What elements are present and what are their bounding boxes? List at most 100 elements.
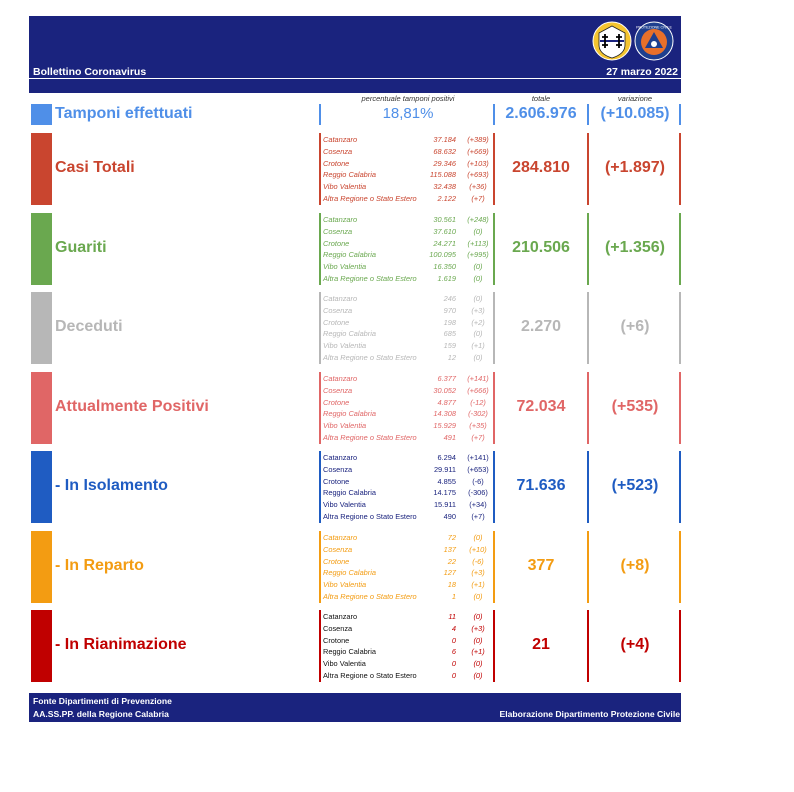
- footer-source-line2: AA.SS.PP. della Regione Calabria: [33, 709, 169, 719]
- province-name: Crotone: [323, 476, 350, 486]
- province-name: Catanzaro: [323, 453, 358, 462]
- province-name: Altra Regione o Stato Estero: [323, 512, 417, 521]
- province-delta: (0): [473, 659, 483, 669]
- province-name: Catanzaro: [323, 533, 358, 542]
- province-value: 491: [443, 433, 456, 442]
- header-separator: [29, 79, 681, 93]
- province-name: Reggio Calabria: [323, 170, 376, 180]
- tamponi-change: (+10.085): [600, 105, 670, 122]
- province-delta: (+141): [467, 453, 489, 462]
- province-name: Catanzaro: [323, 294, 358, 303]
- section-color-bar: [31, 451, 52, 523]
- section-divider: [493, 213, 495, 285]
- province-value: 1: [451, 592, 456, 601]
- section-divider: [587, 133, 589, 205]
- section-divider: [587, 610, 589, 682]
- province-value: 6.294: [437, 453, 457, 462]
- province-name: Catanzaro: [323, 215, 358, 224]
- province-value: 4.877: [437, 397, 457, 407]
- province-delta: (+7): [471, 433, 485, 442]
- bulletin-title: Bollettino Coronavirus: [33, 66, 147, 78]
- province-value: 14.175: [433, 488, 456, 498]
- province-value: 0: [451, 659, 456, 669]
- province-name: Cosenza: [323, 385, 353, 395]
- logo2-text: PROTEZIONE CIVILE: [636, 26, 672, 30]
- province-value: 685: [443, 329, 456, 339]
- footer-banner: [29, 693, 681, 722]
- province-delta: (-12): [470, 397, 486, 407]
- province-value: 115.088: [429, 170, 456, 180]
- province-name: Vibo Valentia: [323, 500, 366, 510]
- section-total: 210.506: [512, 239, 570, 256]
- section-divider: [319, 372, 321, 444]
- province-delta: (0): [473, 592, 483, 601]
- province-value: 15.929: [433, 421, 456, 431]
- province-name: Vibo Valentia: [323, 659, 366, 669]
- section-divider: [493, 133, 495, 205]
- province-delta: (+36): [469, 182, 487, 192]
- province-delta: (+2): [471, 317, 485, 327]
- province-delta: (+248): [467, 215, 489, 224]
- province-value: 11: [448, 612, 456, 621]
- section-total: 377: [527, 557, 555, 574]
- province-delta: (0): [473, 274, 483, 283]
- header-banner: [29, 16, 681, 78]
- province-delta: (0): [473, 612, 483, 621]
- province-value: 24.271: [433, 238, 456, 248]
- province-value: 12: [447, 353, 456, 362]
- province-name: Cosenza: [323, 544, 353, 554]
- tamponi-divider: [493, 104, 495, 125]
- section-label: - In Rianimazione: [55, 636, 187, 653]
- province-delta: (-302): [468, 409, 488, 419]
- province-value: 246: [443, 294, 456, 303]
- province-name: Reggio Calabria: [323, 488, 376, 498]
- province-value: 127: [443, 568, 456, 578]
- section-change: (+535): [611, 398, 659, 415]
- province-name: Altra Regione o Stato Estero: [323, 274, 417, 283]
- province-value: 6: [451, 647, 456, 657]
- section-divider: [587, 531, 589, 603]
- section-divider: [587, 213, 589, 285]
- province-delta: (+35): [469, 421, 487, 431]
- section-divider: [319, 610, 321, 682]
- section-color-bar: [31, 213, 52, 285]
- province-delta: (0): [473, 353, 483, 362]
- province-delta: (+1): [471, 341, 485, 351]
- bulletin-date: 27 marzo 2022: [606, 66, 678, 78]
- section-divider: [319, 133, 321, 205]
- section-label: - In Isolamento: [55, 477, 168, 494]
- province-name: Catanzaro: [323, 612, 358, 621]
- province-name: Reggio Calabria: [323, 568, 376, 578]
- province-value: 490: [443, 512, 456, 521]
- province-name: Crotone: [323, 238, 350, 248]
- province-value: 15.911: [433, 500, 456, 510]
- section-color-bar: [31, 531, 52, 603]
- province-value: 0: [451, 635, 456, 645]
- province-delta: (-306): [468, 488, 488, 498]
- section-label: Attualmente Positivi: [55, 398, 209, 415]
- province-name: Crotone: [323, 397, 350, 407]
- province-value: 159: [443, 341, 456, 351]
- province-delta: (+3): [471, 623, 485, 633]
- province-name: Cosenza: [323, 305, 353, 315]
- province-delta: (+1): [471, 580, 485, 590]
- change-column-header: variazione: [617, 94, 653, 103]
- province-delta: (-6): [472, 476, 484, 486]
- section-total: 71.636: [516, 477, 566, 494]
- province-name: Crotone: [323, 317, 350, 327]
- section-total: 284.810: [512, 159, 570, 176]
- province-delta: (+10): [469, 544, 487, 554]
- province-name: Catanzaro: [323, 374, 358, 383]
- tamponi-color-bar: [31, 104, 52, 125]
- section-total: 21: [532, 636, 550, 653]
- section-divider: [587, 372, 589, 444]
- province-delta: (+103): [467, 158, 489, 168]
- province-value: 30.561: [433, 215, 456, 224]
- province-delta: (+3): [471, 568, 485, 578]
- section-divider: [679, 292, 681, 364]
- province-delta: (+7): [471, 512, 485, 521]
- section-change: (+6): [620, 318, 650, 335]
- province-name: Vibo Valentia: [323, 580, 367, 590]
- section-divider: [493, 451, 495, 523]
- province-delta: (0): [473, 635, 483, 645]
